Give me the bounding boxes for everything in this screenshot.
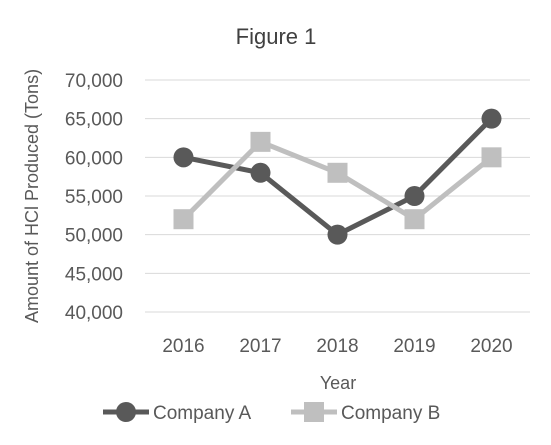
- data-point: [173, 147, 194, 168]
- data-point: [404, 209, 425, 230]
- y-tick-label: 70,000: [65, 71, 123, 92]
- y-tick-label: 65,000: [65, 110, 123, 131]
- series-company-b: [173, 131, 502, 230]
- y-tick-label: 40,000: [65, 303, 123, 324]
- data-point: [250, 131, 271, 152]
- data-point: [327, 224, 348, 245]
- x-tick-label: 2017: [239, 336, 281, 357]
- data-point: [250, 162, 271, 183]
- data-point: [327, 162, 348, 183]
- legend-marker: [116, 402, 136, 422]
- legend-label: Company B: [341, 403, 440, 424]
- x-tick-label: 2016: [162, 336, 204, 357]
- legend-item: Company B: [291, 402, 440, 424]
- series-lines: [173, 108, 502, 245]
- y-axis-label: Amount of HCl Produced (Tons): [22, 69, 42, 323]
- y-tick-label: 60,000: [65, 148, 123, 169]
- data-point: [481, 108, 502, 129]
- data-point: [481, 147, 502, 168]
- y-tick-label: 55,000: [65, 187, 123, 208]
- legend: Company A Company B: [103, 402, 440, 424]
- x-axis-ticks: 2016 2017 2018 2019 2020: [162, 336, 512, 357]
- data-point: [173, 209, 194, 230]
- legend-label: Company A: [153, 403, 252, 424]
- y-tick-label: 50,000: [65, 226, 123, 247]
- x-tick-label: 2018: [316, 336, 358, 357]
- legend-marker: [304, 402, 324, 422]
- gridlines: [145, 79, 530, 313]
- chart-title: Figure 1: [236, 24, 317, 49]
- y-tick-label: 45,000: [65, 264, 123, 285]
- legend-item: Company A: [103, 402, 252, 424]
- x-axis-label: Year: [320, 373, 356, 393]
- x-tick-label: 2019: [393, 336, 435, 357]
- x-tick-label: 2020: [470, 336, 512, 357]
- data-point: [404, 186, 425, 206]
- y-axis-ticks: 40,000 45,000 50,000 55,000 60,000 65,000 70,0…: [65, 71, 123, 324]
